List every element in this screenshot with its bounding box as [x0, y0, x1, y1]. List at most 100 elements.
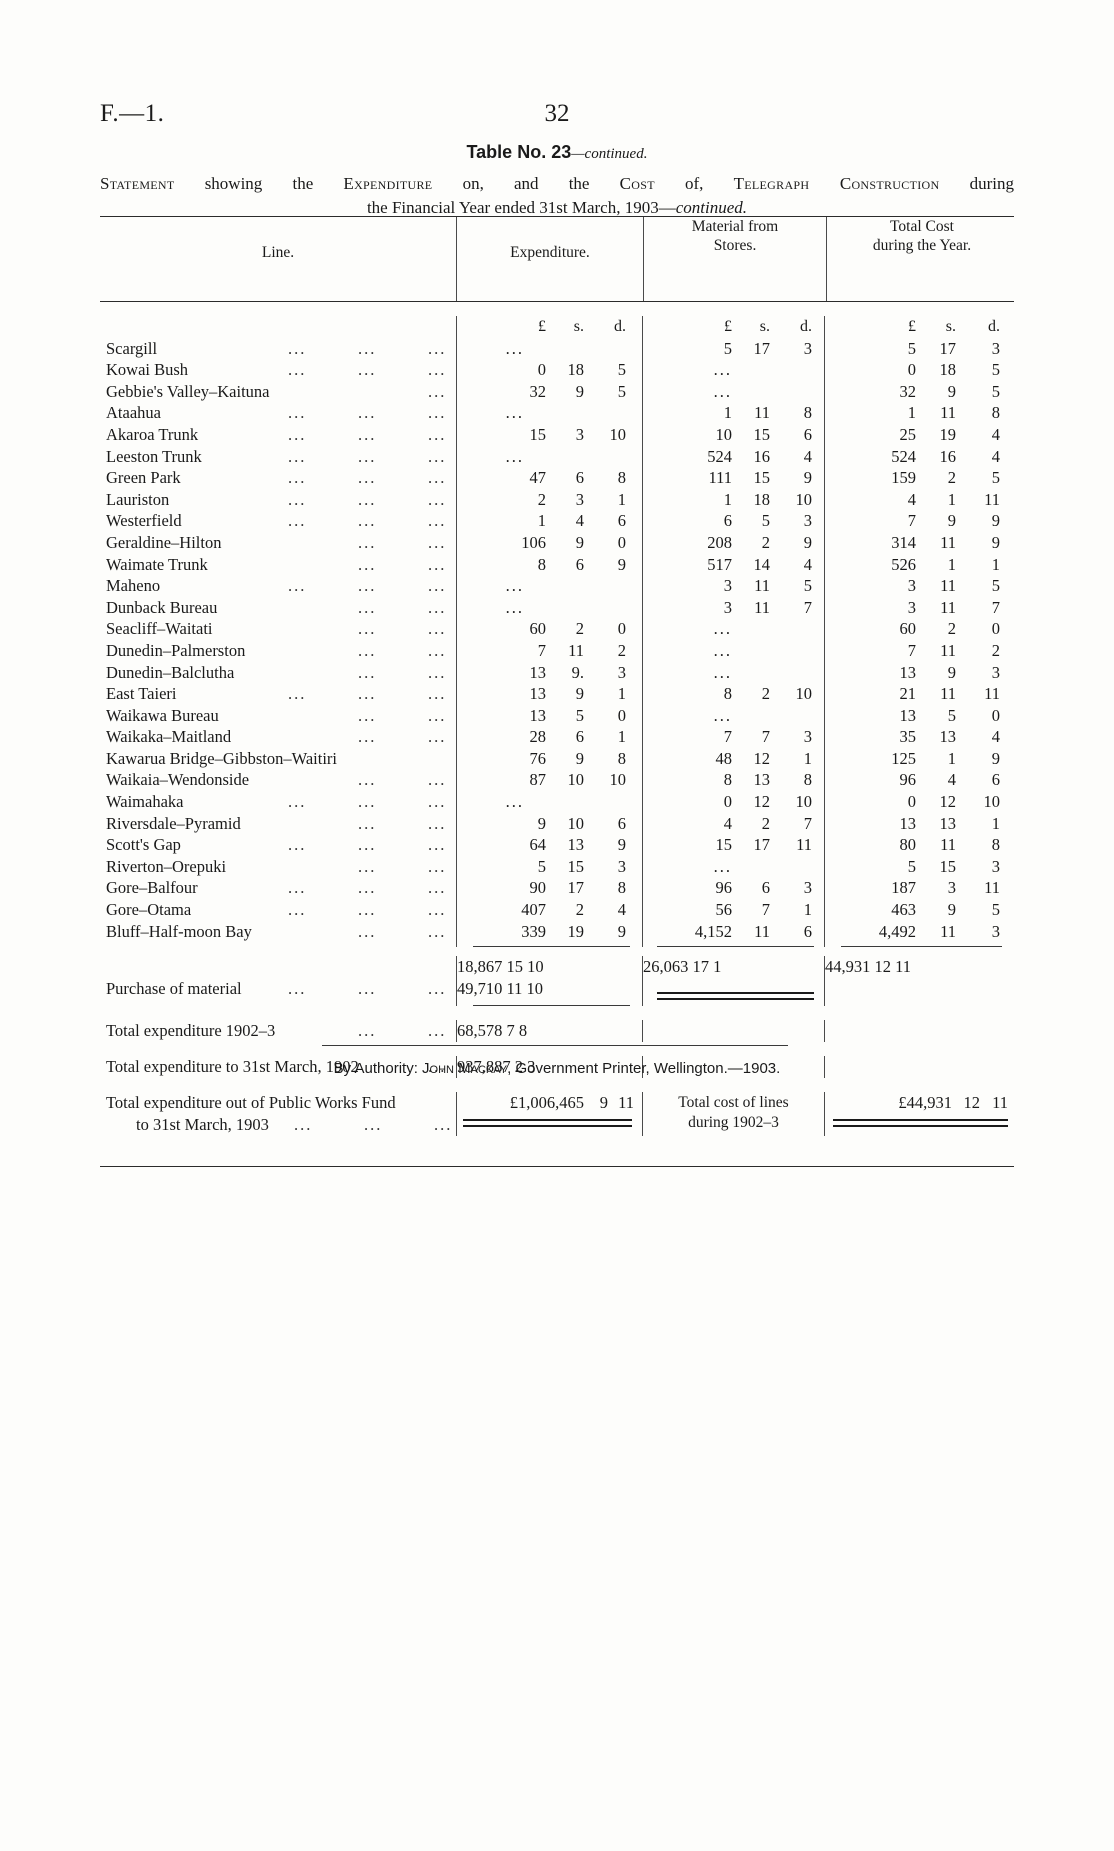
table-row-tot-value: 1 11 8 — [824, 402, 1014, 424]
unit-shillings-mat: s. — [759, 318, 770, 335]
table-row-exp-value: 90 17 8 — [456, 877, 642, 900]
amount-part: 17 — [939, 338, 957, 358]
amount-part: 3 — [575, 424, 584, 444]
amount-part: 8 — [803, 770, 812, 790]
empty-value-dots: ... — [505, 792, 524, 812]
amount-part: 60 — [899, 619, 917, 639]
amount-part: 60 — [529, 619, 547, 639]
leader-dots: ... — [288, 468, 307, 488]
amount-part: 13 — [529, 705, 547, 725]
unit-shillings-exp: s. — [573, 318, 584, 335]
amount-part: 3 — [723, 576, 732, 596]
table-row-exp-value: 407 2 4 — [456, 899, 642, 921]
amount-part: 3 — [907, 597, 916, 617]
empty-value-dots: ... — [505, 597, 524, 617]
amount-part: 208 — [707, 532, 732, 552]
amount-part: 0 — [537, 360, 546, 380]
statement-frag-f: of, — [654, 174, 734, 193]
unit-pounds-tot: £ — [908, 318, 916, 335]
amount-part: 2 — [575, 900, 584, 920]
amount-part: 7 — [803, 597, 812, 617]
leader-dots: ... — [358, 921, 377, 941]
table-row-tot-value: 96 4 6 — [824, 769, 1014, 792]
amount-part: 15 — [753, 424, 771, 444]
table-row-line-name: Dunedin–Balclutha......... — [100, 662, 456, 684]
amount-part: 2 — [947, 619, 956, 639]
total-to-1902-value: 937,887 2 3 — [456, 1056, 642, 1079]
amount-part: 4 — [991, 424, 1000, 444]
amount-part: 10 — [567, 813, 585, 833]
table-row-tot-value: 32 9 5 — [824, 380, 1014, 403]
gap-after-purchase — [100, 1006, 1014, 1020]
amount-part: 16 — [939, 446, 957, 466]
table-row-mat-value: 208 2 9 — [642, 531, 824, 554]
line-name: Dunback Bureau — [106, 597, 218, 617]
subtotal-label-blank — [100, 942, 456, 947]
table-top-gap — [100, 302, 1014, 316]
leader-dots: ... — [428, 662, 447, 682]
total-expenditure-leader-2: ... — [428, 1021, 447, 1041]
amount-part: 5 — [723, 338, 732, 358]
statement-word-cost: Cost — [619, 174, 655, 193]
amount-part: 15 — [753, 468, 771, 488]
line-name: Maheno — [106, 576, 161, 596]
amount-part: 17 — [753, 338, 771, 358]
amount-part: 9 — [991, 511, 1000, 531]
line-name: Riverton–Orepuki — [106, 856, 227, 876]
table-row-exp-value: 76 9 8 — [456, 747, 642, 770]
amount-part: 12 — [753, 748, 771, 768]
column-header-material-l2: Stores. — [713, 237, 757, 255]
table-row-mat-value: ... — [642, 639, 824, 662]
leader-dots: ... — [358, 792, 377, 812]
amount-part: 11 — [754, 597, 770, 617]
table-row-mat-value: 10 15 6 — [642, 423, 824, 446]
amount-part: 0 — [991, 705, 1000, 725]
leader-dots: ... — [288, 835, 307, 855]
leader-dots: ... — [358, 511, 377, 531]
amount-part: 11 — [568, 640, 584, 660]
material-double-rule — [657, 992, 814, 1001]
amount-part: 11 — [984, 878, 1000, 898]
page-number: 32 — [544, 100, 570, 127]
leader-dots: ... — [288, 403, 307, 423]
amount-part: 13 — [899, 662, 917, 682]
line-name: Gore–Balfour — [106, 878, 198, 898]
amount-part: 90 — [529, 878, 547, 898]
leader-dots: ... — [428, 554, 447, 574]
leader-dots: ... — [428, 727, 447, 747]
amount-part: 11 — [796, 835, 812, 855]
authority-line: By Authority: John Mackay, Government Pr… — [0, 1060, 1114, 1077]
amount-part: 15 — [567, 856, 585, 876]
table-row-mat-value: 3 11 7 — [642, 596, 824, 619]
leader-dots: ... — [358, 813, 377, 833]
amount-part: 0 — [991, 619, 1000, 639]
leader-dots: ... — [428, 835, 447, 855]
amount-part: 10 — [609, 424, 627, 444]
printer-name: John Mackay — [422, 1060, 508, 1077]
cost-of-lines-shillings: 12 — [963, 1093, 981, 1113]
table-row-line-name: Kawarua Bridge–Gibbston–Waitiri... — [100, 748, 456, 770]
line-name: Waimate Trunk — [106, 554, 208, 574]
unit-pounds-mat: £ — [724, 318, 732, 335]
leader-dots: ... — [428, 338, 447, 358]
expenditure-table: Line. Expenditure. Material from Stores.… — [100, 216, 1017, 1168]
unit-pence-tot: d. — [988, 318, 1000, 335]
table-row-tot-value: 4,492 11 3 — [824, 920, 1014, 943]
statement-word-statement: Statement — [100, 174, 175, 193]
amount-part: 1 — [991, 554, 1000, 574]
table-row-mat-value: 1 11 8 — [642, 402, 824, 424]
table-row-tot-value: 3 11 5 — [824, 575, 1014, 597]
amount-part: 11 — [940, 597, 956, 617]
total-to-1902-leader-1: ... — [428, 1057, 447, 1077]
line-name: Lauriston — [106, 489, 170, 509]
table-row-line-name: Green Park............ — [100, 467, 456, 489]
table-row-line-name: Riversdale–Pyramid......... — [100, 813, 456, 835]
leader-dots: ... — [288, 511, 307, 531]
amount-part: 6 — [803, 424, 812, 444]
amount-part: 5 — [907, 856, 916, 876]
amount-part: 339 — [521, 921, 546, 941]
amount-part: 125 — [891, 748, 916, 768]
public-works-shillings: 9 — [599, 1093, 608, 1113]
